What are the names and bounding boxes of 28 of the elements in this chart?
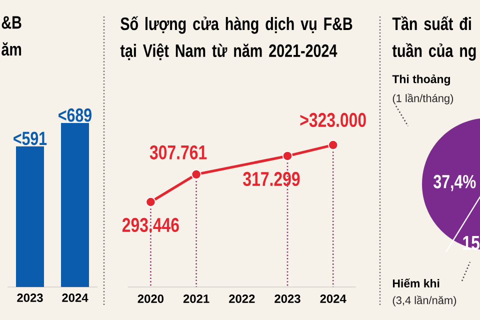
chart-title: &B [2,16,22,29]
data-label: 317.299 [243,172,300,186]
text: Tần suất đi [392,16,471,30]
text: tuần của ng [392,43,476,61]
data-label: <689 [58,108,92,122]
text: Thi thoảng [392,74,450,86]
chart-subtitle: ăm [2,42,22,56]
text: (1 lần/tháng) [392,94,454,104]
text: 15 [463,236,480,250]
text: 37,4% [434,174,476,192]
point [146,196,156,208]
data-label: 307.761 [150,145,207,160]
data-label: 293.446 [122,218,179,232]
x-tick-label: 2024 [320,294,346,303]
x-tick-label: 2023 [17,294,43,302]
point [282,150,293,162]
point [328,140,338,150]
chart-title: Số lượng cửa hàng dịch vụ F&B tại Việt Nam từ năm 2021-2024 [120,16,352,60]
data-label: >323.000 [300,112,366,128]
x-tick-label: 2023 [274,294,300,303]
x-tick-label: 2022 [229,294,255,303]
x-tick-label: 2020 [138,294,164,303]
x-tick-label: 2024 [62,294,88,302]
point [191,169,202,180]
text: Hiếm khi [392,278,440,288]
x-tick-label: 2021 [183,294,210,303]
data-label: <591 [14,132,47,146]
text: (3,4 lần/năm) [392,296,456,306]
